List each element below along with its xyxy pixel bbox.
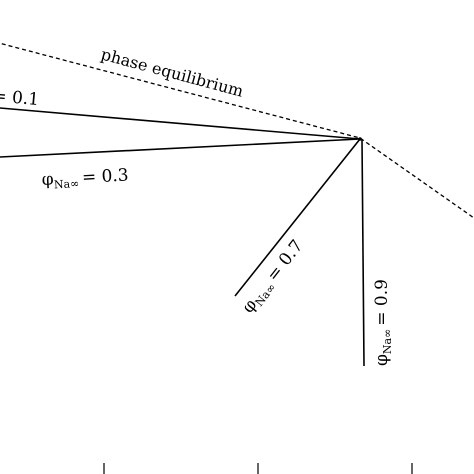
curve-label-0-9-sub: Na∞ [381,329,394,354]
curve-label-0-3-value: = 0.3 [81,165,129,187]
curve-phi-0-9 [361,139,365,367]
curve-phi-0-1 [0,107,361,140]
phase-equilibrium-curve [0,42,474,219]
curve-label-0-9: φNa∞ = 0.9 [372,279,394,366]
curve-phi-0-3 [0,138,361,158]
curve-phi-0-7 [234,138,361,297]
curve-label-0-9-symbol: φ [372,354,392,366]
convergence-point [358,137,362,141]
curve-label-0-7-sub: Na∞ [253,281,279,309]
curve-label-0-3: φNa∞ = 0.3 [41,165,129,192]
curve-label-0-1: = 0.1 [0,86,40,110]
curve-label-0-3-sub: Na∞ [54,177,80,191]
curve-label-0-1-value: = 0.1 [0,86,40,110]
curve-label-0-9-value: = 0.9 [372,279,392,326]
curve-label-0-3-symbol: φ [41,169,54,190]
curve-label-0-7-value: = 0.7 [263,236,308,285]
phase-equilibrium-label: phase equilibrium [99,45,246,101]
